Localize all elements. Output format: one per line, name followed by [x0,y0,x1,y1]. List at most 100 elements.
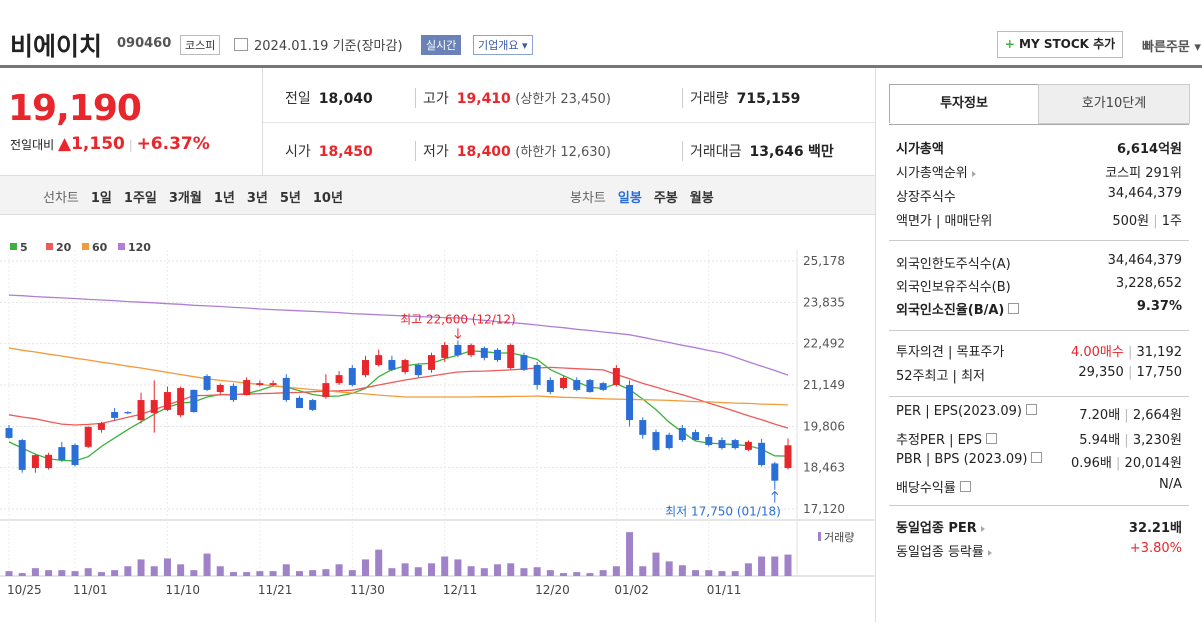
x-tick-label: 11/01 [73,583,108,597]
tab-rule [889,124,1189,125]
info-label: 투자의견 | 목표주가 [896,345,1005,360]
volume-bar [31,568,39,576]
info-label: PBR | BPS (2023.09) [896,452,1028,467]
volume-bar [441,556,449,576]
period[interactable]: 일봉 [617,191,642,206]
info-row: 52주최고 | 최저 29,35017,750 [896,365,1182,384]
volume-bar [428,563,436,576]
info-label: 외국인보유주식수(B) [896,280,1011,295]
quick-order-text: 빠른주문 [1142,40,1190,55]
ma-line [8,350,789,462]
info-value: 5.94배 [1079,433,1121,448]
high-arrow [454,328,462,340]
period[interactable]: 1주일 [123,191,157,206]
volume-bar [652,552,660,576]
info-value-wrap: 3,228,652 [1116,276,1182,295]
volume-bar [322,569,330,576]
info-row: 동일업종 PER 32.21배 [896,517,1182,536]
quick-order[interactable]: 빠른주문 ▾ [1142,40,1201,55]
candle-body [520,355,528,370]
candle-body [203,376,211,390]
price-box [0,68,263,176]
info-value: 31,192 [1124,345,1182,360]
candle-body [229,385,237,401]
period[interactable]: 3년 [246,191,268,206]
legend-swatch [10,243,17,250]
candle-body [163,392,171,410]
candle-body [71,444,79,465]
date: 2024.01.19 기준(장마감) [254,35,403,54]
info-value-wrap: N/A [1159,477,1182,496]
tab[interactable]: 투자정보 [889,84,1039,123]
legend-label: 120 [128,241,151,254]
tab[interactable]: 호가10단계 [1038,84,1190,124]
info-value-wrap: 6,614억원 [1117,138,1182,157]
candle-body [31,455,39,469]
company-info[interactable]: 기업개요 ▾ [473,35,533,55]
info-value: 7.20배 [1079,408,1121,423]
volume-bar [771,556,779,576]
period[interactable]: 5년 [279,191,301,206]
info-label: 동일업종 PER [896,521,977,536]
volume-bar [282,564,290,576]
info-label-wrap: 시가총액 [896,138,944,157]
info-value-wrap: 9.37% [1137,299,1182,318]
realtime[interactable]: 실시간 [421,35,462,55]
candle-body [150,400,158,413]
period[interactable]: 3개월 [168,191,202,206]
my-stock-button[interactable]: + MY STOCK 추가 [997,31,1123,58]
volume-bar [71,571,79,576]
info-value-wrap: +3.80% [1130,541,1182,560]
legend-label: 5 [20,241,28,254]
arrow-icon [987,550,992,556]
quote-label: 고가 [423,91,449,107]
candle-body [718,440,726,449]
volume-bar [705,570,713,576]
info-value: +3.80% [1129,541,1182,556]
quote: 거래량 715,159 [682,88,800,108]
info-row: 상장주식수 34,464,379 [896,186,1182,205]
period[interactable]: 월봉 [689,191,714,206]
candle-body [414,364,422,376]
period[interactable]: 1일 [90,191,112,206]
x-tick-label: 01/11 [707,583,742,597]
company-info-text: 기업개요 [478,39,519,52]
volume-bar [586,573,594,576]
quote-value: 18,040 [318,91,373,107]
info-label-wrap: 외국인한도주식수(A) [896,253,1011,272]
low-arrow [771,490,779,503]
info-label-wrap: 동일업종 PER [896,517,985,536]
info-row: PBR | BPS (2023.09) 0.96배20,014원 [896,452,1182,471]
period[interactable]: 주봉 [653,191,678,206]
info-row: 액면가 | 매매단위 500원1주 [896,210,1182,229]
legend-label: 60 [92,241,108,254]
info-label-wrap: 동일업종 등락률 [896,541,992,560]
info-row: 추정PER | EPS 5.94배3,230원 [896,429,1182,448]
arrow-icon [980,526,985,532]
help-icon [1008,303,1020,314]
period[interactable]: 10년 [312,191,343,206]
volume-bar [784,554,792,576]
info-value: 17,750 [1124,365,1182,380]
info-value: 20,014원 [1112,456,1182,471]
info-value-wrap: 0.96배20,014원 [1071,452,1182,471]
candle-body [784,445,792,469]
volume-bar [335,564,343,576]
info-row: PER | EPS(2023.09) 7.20배2,664원 [896,404,1182,423]
candle-body [348,368,356,385]
info-value-wrap: 34,464,379 [1108,186,1182,205]
info-row: 시가총액 6,614억원 [896,138,1182,157]
volume-bar [692,570,700,576]
volume-bar [678,565,686,576]
candle-body [428,355,436,370]
candle-body [5,428,13,438]
candle-body [97,423,105,430]
volume-bar [626,532,634,576]
info-label-wrap: 상장주식수 [896,186,956,205]
info-value-wrap: 500원1주 [1112,210,1182,229]
period[interactable]: 1년 [213,191,235,206]
quote-label: 전일 [285,91,311,107]
info-label-wrap: PBR | BPS (2023.09) [896,452,1043,471]
info-label-wrap: 투자의견 | 목표주가 [896,341,1004,360]
volume-bar [480,568,488,576]
